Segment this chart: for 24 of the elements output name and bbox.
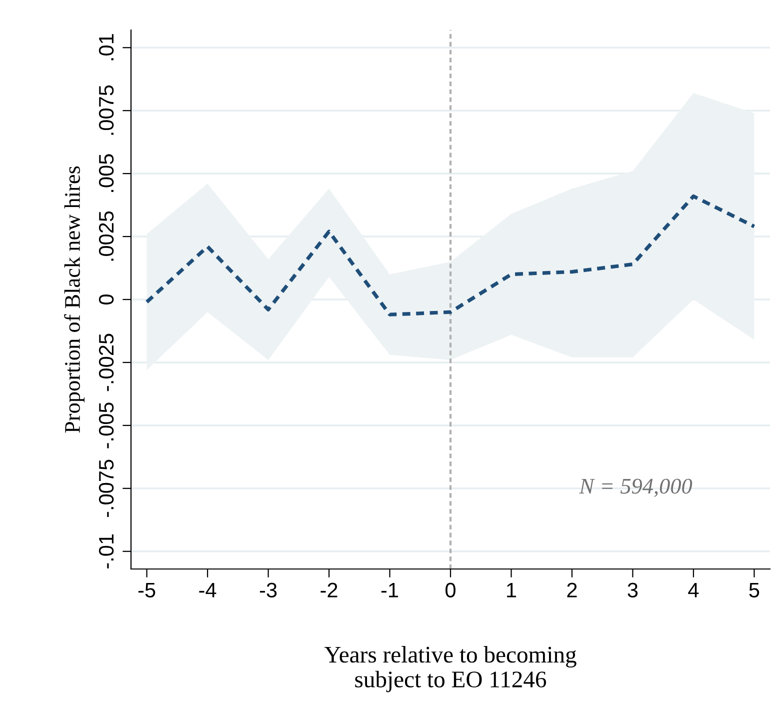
y-tick-label: -.0025 xyxy=(98,334,114,392)
x-tick-label: -4 xyxy=(199,582,216,598)
y-tick-label: -.0075 xyxy=(98,460,114,518)
x-tick-label: 3 xyxy=(628,582,638,598)
y-tick-label: .0075 xyxy=(98,85,114,135)
x-tick-label: 0 xyxy=(446,582,456,598)
y-tick-label: 0 xyxy=(98,294,114,304)
y-tick-label: -.005 xyxy=(98,402,114,448)
x-tick-label: 5 xyxy=(749,582,760,598)
x-tick-label: -3 xyxy=(260,582,277,598)
x-tick-label: -5 xyxy=(138,582,156,598)
x-tick-label: 2 xyxy=(567,582,577,598)
x-tick-label: 4 xyxy=(688,582,699,598)
y-tick-label: .0025 xyxy=(98,211,114,261)
y-axis-title: Proportion of Black new hires xyxy=(64,166,84,433)
y-tick-label: .005 xyxy=(98,154,114,192)
x-axis-title: Years relative to becoming subject to EO 11246 xyxy=(324,646,576,692)
y-tick-label: .01 xyxy=(98,34,114,60)
x-tick-label: -2 xyxy=(320,582,338,598)
y-tick-label: -.01 xyxy=(98,534,114,568)
line-series xyxy=(144,194,756,316)
x-tick-label: -1 xyxy=(381,582,398,598)
annotation: N = 594,000 xyxy=(579,478,692,497)
x-tick-label: 1 xyxy=(507,582,516,598)
